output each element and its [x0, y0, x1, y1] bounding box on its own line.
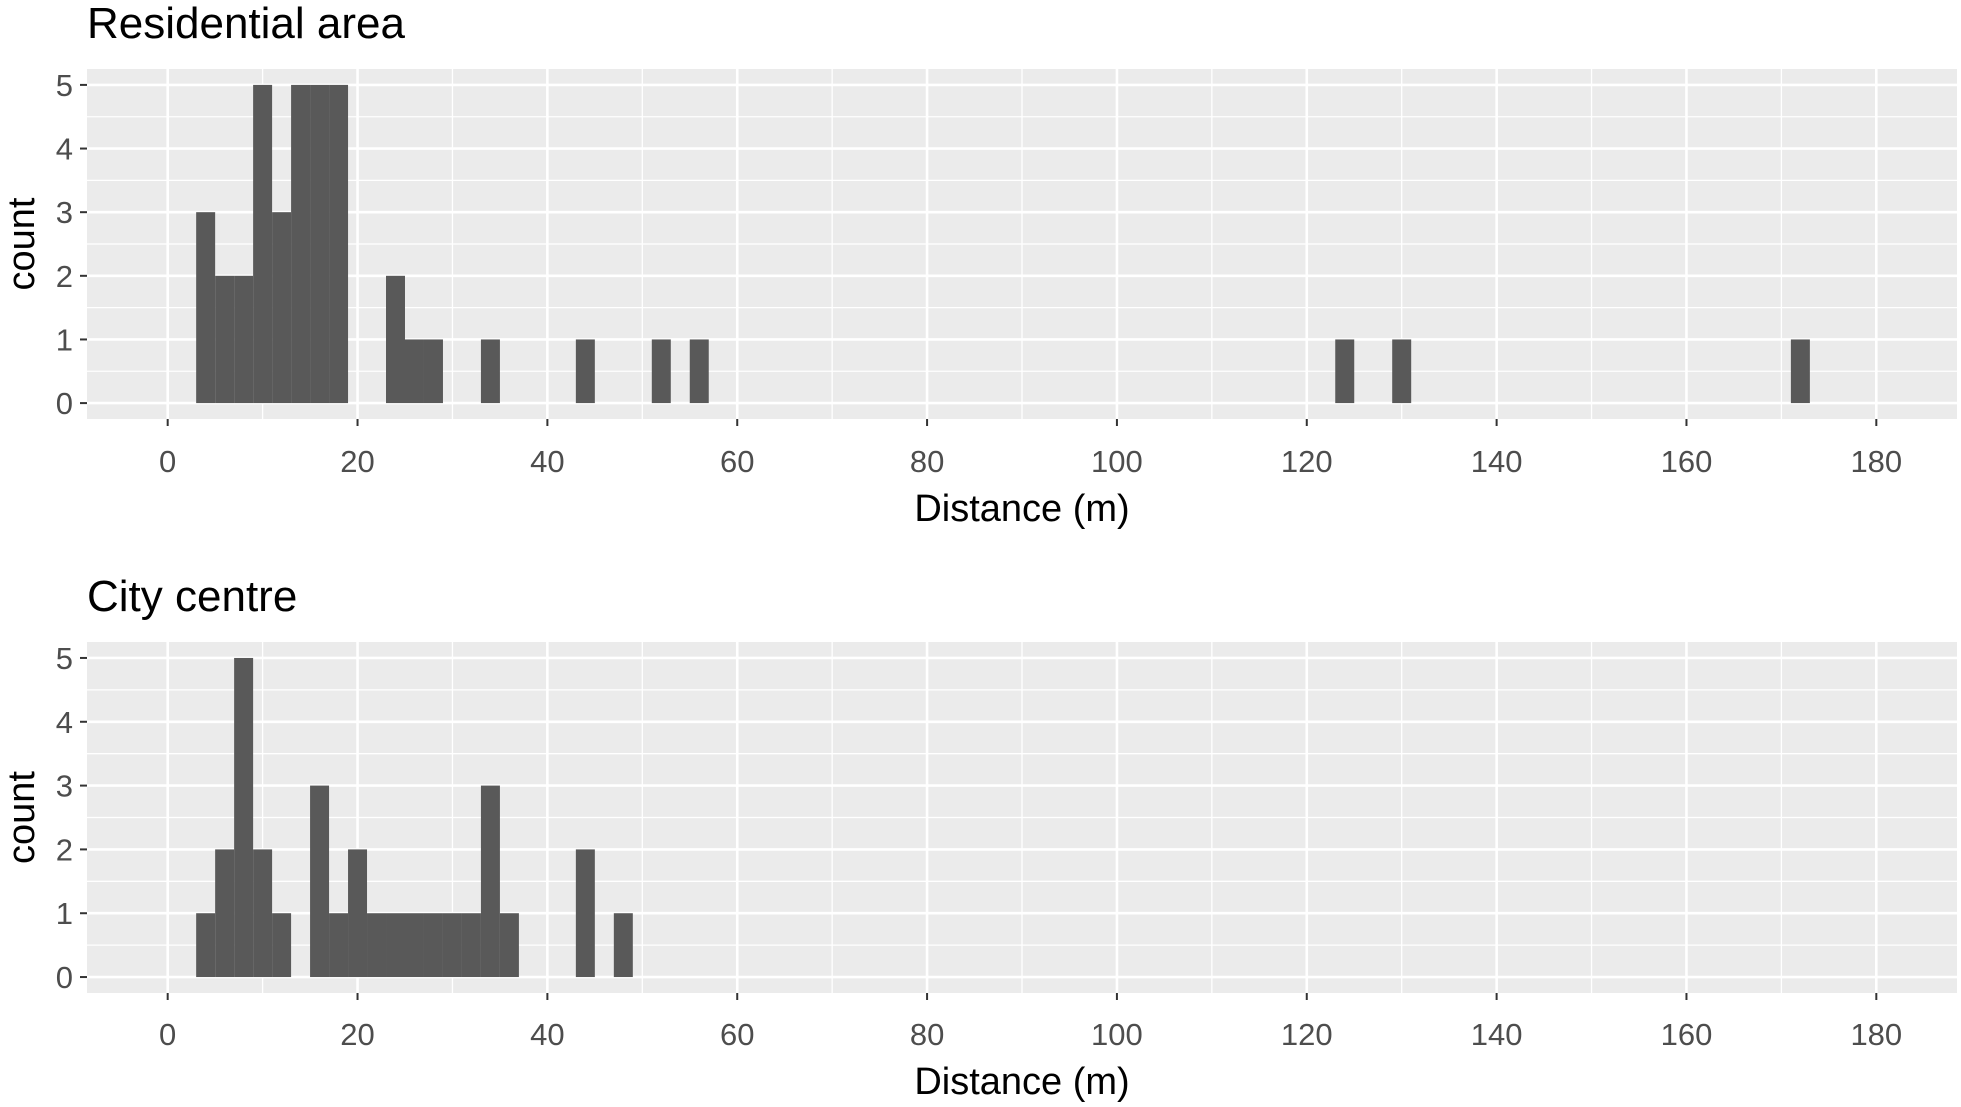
x-tick-label: 180 [1850, 1017, 1902, 1052]
y-tick-label: 4 [56, 132, 73, 167]
histogram-bar [1790, 339, 1810, 404]
histogram-bar [272, 212, 292, 404]
histogram-bar [215, 275, 235, 404]
histogram-bar [386, 913, 405, 978]
x-tick-label: 160 [1661, 444, 1713, 479]
x-tick-label: 160 [1661, 1017, 1713, 1052]
y-tick-label: 1 [56, 322, 73, 357]
x-axis: 0 20 40 60 80 100 120 140 160 180 [159, 993, 1902, 1052]
x-tick-label: 20 [340, 1017, 374, 1052]
histogram-bar [461, 913, 481, 978]
histogram-bar [442, 913, 462, 978]
histogram-bar [196, 913, 216, 978]
x-tick-label: 100 [1091, 1017, 1143, 1052]
x-tick-label: 100 [1091, 444, 1143, 479]
x-tick-label: 120 [1281, 444, 1333, 479]
x-axis: 0 20 40 60 80 100 120 140 160 180 [159, 419, 1902, 479]
y-axis: 0 1 2 3 4 5 [56, 68, 87, 421]
histogram-bar [613, 913, 633, 978]
x-tick-label: 140 [1471, 1017, 1523, 1052]
gridlines [87, 642, 1957, 993]
histogram-bar [272, 913, 292, 978]
y-tick-label: 2 [56, 259, 73, 294]
y-tick-label: 2 [56, 832, 73, 867]
y-axis-label: count [1, 771, 43, 864]
histogram-bar [253, 849, 273, 978]
chart-residential: 0 20 40 60 80 100 120 140 160 180 0 1 2 3 4 5 Residentia… [1, 0, 1957, 530]
histogram-bar [575, 849, 595, 978]
histogram-bar [404, 913, 424, 978]
x-tick-label: 40 [530, 1017, 564, 1052]
histogram-bar [291, 84, 311, 404]
bars [196, 84, 1810, 404]
x-tick-label: 120 [1281, 1017, 1333, 1052]
chart-title: Residential area [87, 0, 405, 48]
x-axis-label: Distance (m) [914, 1061, 1129, 1103]
histogram-bar [348, 849, 368, 978]
histogram-bar [575, 339, 595, 404]
bars [196, 657, 633, 978]
x-tick-label: 0 [159, 1017, 176, 1052]
y-tick-label: 5 [56, 68, 73, 103]
y-tick-label: 0 [56, 960, 73, 995]
x-tick-label: 20 [340, 444, 374, 479]
histogram-bar [386, 275, 405, 404]
histogram-bar [329, 913, 349, 978]
histogram-bar [234, 657, 254, 978]
x-tick-label: 60 [720, 1017, 754, 1052]
histogram-bar [423, 339, 443, 404]
y-axis: 0 1 2 3 4 5 [56, 641, 87, 995]
histogram-bar [689, 339, 709, 404]
y-tick-label: 4 [56, 705, 73, 740]
y-tick-label: 1 [56, 896, 73, 931]
chart-title: City centre [87, 572, 297, 621]
histogram-bar [367, 913, 387, 978]
y-axis-label: count [1, 197, 43, 290]
y-tick-label: 3 [56, 769, 73, 804]
histogram-bar [215, 849, 235, 978]
histogram-bar [480, 339, 500, 404]
x-tick-label: 80 [910, 1017, 944, 1052]
gridlines [87, 69, 1957, 419]
histogram-bar [423, 913, 443, 978]
y-tick-label: 0 [56, 386, 73, 421]
histogram-bar [196, 212, 216, 404]
x-tick-label: 80 [910, 444, 944, 479]
chart-city-centre: 0 20 40 60 80 100 120 140 160 180 0 1 2 3 4 5 City centr… [1, 572, 1957, 1103]
histogram-bar [480, 785, 500, 978]
y-tick-label: 3 [56, 195, 73, 230]
x-tick-label: 140 [1471, 444, 1523, 479]
x-tick-label: 60 [720, 444, 754, 479]
histogram-bar [253, 84, 273, 404]
histogram-bar [404, 339, 424, 404]
y-tick-label: 5 [56, 641, 73, 676]
histogram-bar [1392, 339, 1412, 404]
x-axis-label: Distance (m) [914, 488, 1129, 530]
x-tick-label: 40 [530, 444, 564, 479]
histogram-bar [310, 785, 330, 978]
histogram-bar [1335, 339, 1355, 404]
histogram-bar [329, 84, 349, 404]
histogram-bar [499, 913, 519, 978]
histogram-bar [234, 275, 254, 404]
histogram-bar [310, 84, 330, 404]
x-tick-label: 180 [1850, 444, 1902, 479]
histogram-bar [651, 339, 671, 404]
x-tick-label: 0 [159, 444, 176, 479]
